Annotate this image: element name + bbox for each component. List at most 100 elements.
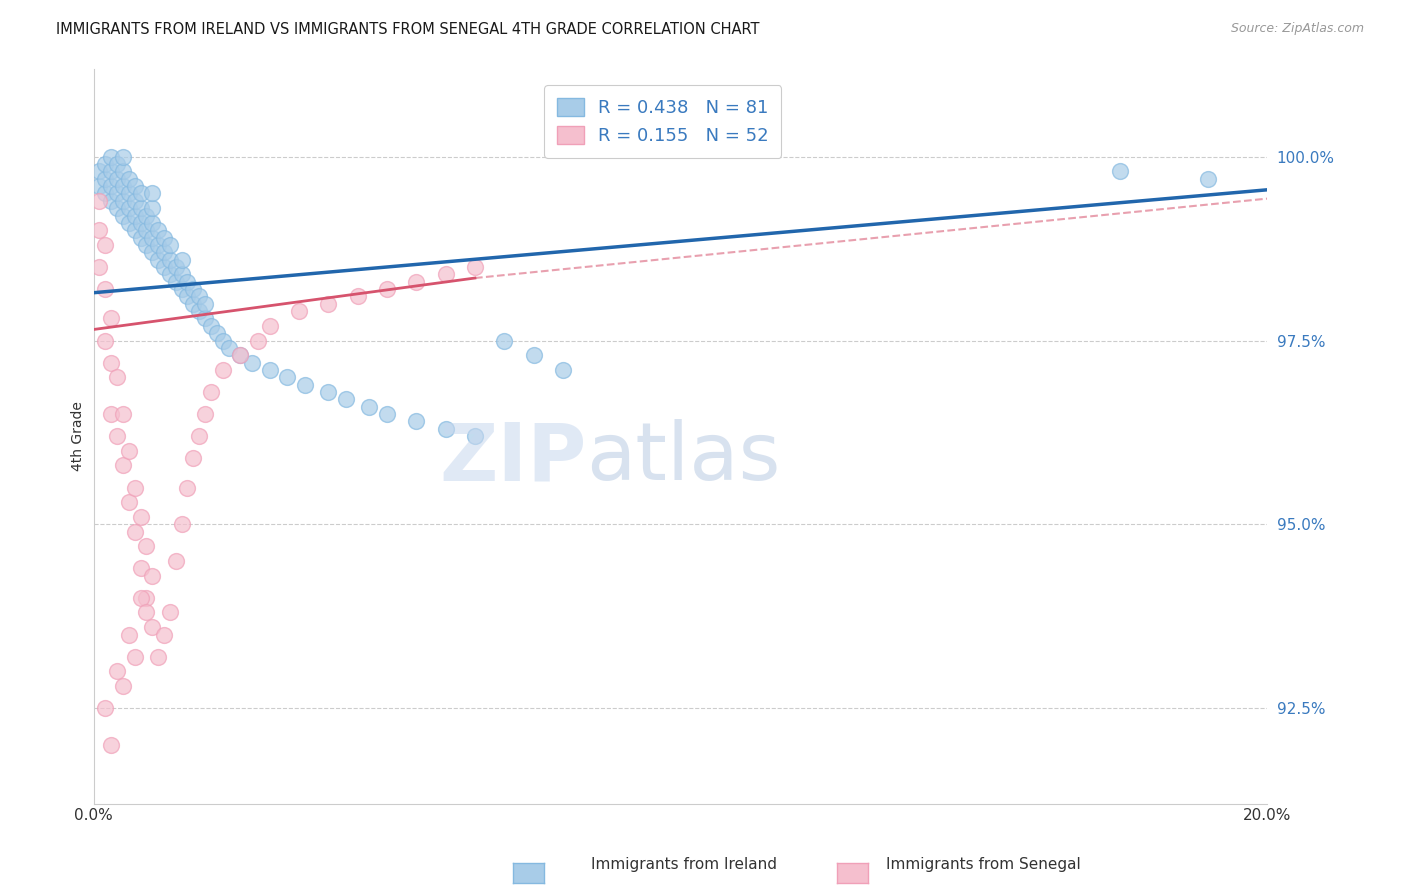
Point	[464, 260, 486, 274]
Point	[276, 370, 298, 384]
Point	[111, 209, 134, 223]
Point	[89, 164, 111, 178]
Text: Immigrants from Senegal: Immigrants from Senegal	[886, 857, 1081, 872]
Point	[135, 539, 157, 553]
Point	[181, 451, 204, 466]
Point	[240, 355, 263, 369]
Point	[118, 216, 141, 230]
Point	[188, 289, 211, 303]
Point	[100, 179, 122, 194]
Point	[176, 275, 198, 289]
Point	[105, 157, 128, 171]
Point	[135, 591, 157, 605]
Point	[89, 194, 111, 208]
Point	[346, 289, 368, 303]
Point	[146, 252, 169, 267]
Point	[105, 665, 128, 679]
Point	[118, 171, 141, 186]
Point	[359, 400, 381, 414]
Point	[105, 370, 128, 384]
Point	[146, 649, 169, 664]
Point	[188, 429, 211, 443]
Point	[129, 186, 152, 201]
Point	[194, 407, 217, 421]
Point	[159, 268, 181, 282]
Point	[335, 392, 357, 407]
Point	[94, 171, 117, 186]
Point	[105, 429, 128, 443]
Point	[129, 230, 152, 244]
Point	[129, 216, 152, 230]
Point	[170, 282, 193, 296]
Point	[94, 701, 117, 715]
Point	[434, 422, 457, 436]
Point	[181, 282, 204, 296]
Point	[218, 341, 240, 355]
Point	[200, 384, 222, 399]
Point	[1197, 171, 1219, 186]
Point	[124, 481, 146, 495]
Point	[159, 252, 181, 267]
Point	[100, 194, 122, 208]
Point	[494, 334, 516, 348]
Point	[170, 517, 193, 532]
Point	[316, 297, 339, 311]
Text: Source: ZipAtlas.com: Source: ZipAtlas.com	[1230, 22, 1364, 36]
Point	[124, 179, 146, 194]
Point	[118, 495, 141, 509]
Point	[165, 275, 187, 289]
Point	[124, 194, 146, 208]
Point	[405, 275, 427, 289]
Point	[246, 334, 269, 348]
Point	[100, 407, 122, 421]
Point	[94, 334, 117, 348]
Point	[111, 458, 134, 473]
Point	[205, 326, 228, 340]
Point	[141, 568, 163, 582]
Point	[105, 201, 128, 215]
Point	[100, 355, 122, 369]
Point	[124, 649, 146, 664]
Point	[111, 679, 134, 693]
Point	[124, 524, 146, 539]
Point	[165, 554, 187, 568]
Point	[135, 209, 157, 223]
Point	[111, 164, 134, 178]
Point	[153, 230, 176, 244]
Point	[129, 561, 152, 575]
Point	[259, 318, 281, 333]
Point	[165, 260, 187, 274]
Point	[111, 179, 134, 194]
Point	[100, 150, 122, 164]
Point	[153, 245, 176, 260]
Point	[141, 216, 163, 230]
Point	[159, 238, 181, 252]
Legend: R = 0.438   N = 81, R = 0.155   N = 52: R = 0.438 N = 81, R = 0.155 N = 52	[544, 85, 782, 158]
Point	[135, 223, 157, 237]
Point	[211, 363, 233, 377]
Point	[200, 318, 222, 333]
Point	[124, 209, 146, 223]
Point	[100, 738, 122, 752]
Point	[94, 238, 117, 252]
Point	[111, 407, 134, 421]
Point	[89, 179, 111, 194]
Point	[100, 311, 122, 326]
Point	[141, 245, 163, 260]
Text: IMMIGRANTS FROM IRELAND VS IMMIGRANTS FROM SENEGAL 4TH GRADE CORRELATION CHART: IMMIGRANTS FROM IRELAND VS IMMIGRANTS FR…	[56, 22, 759, 37]
Point	[118, 627, 141, 641]
Point	[135, 238, 157, 252]
Point	[464, 429, 486, 443]
Point	[294, 377, 316, 392]
Point	[194, 311, 217, 326]
Point	[211, 334, 233, 348]
Point	[118, 443, 141, 458]
Point	[129, 510, 152, 524]
Point	[176, 481, 198, 495]
Point	[375, 282, 398, 296]
Point	[94, 282, 117, 296]
Point	[434, 268, 457, 282]
Point	[146, 223, 169, 237]
Point	[105, 171, 128, 186]
Point	[111, 150, 134, 164]
